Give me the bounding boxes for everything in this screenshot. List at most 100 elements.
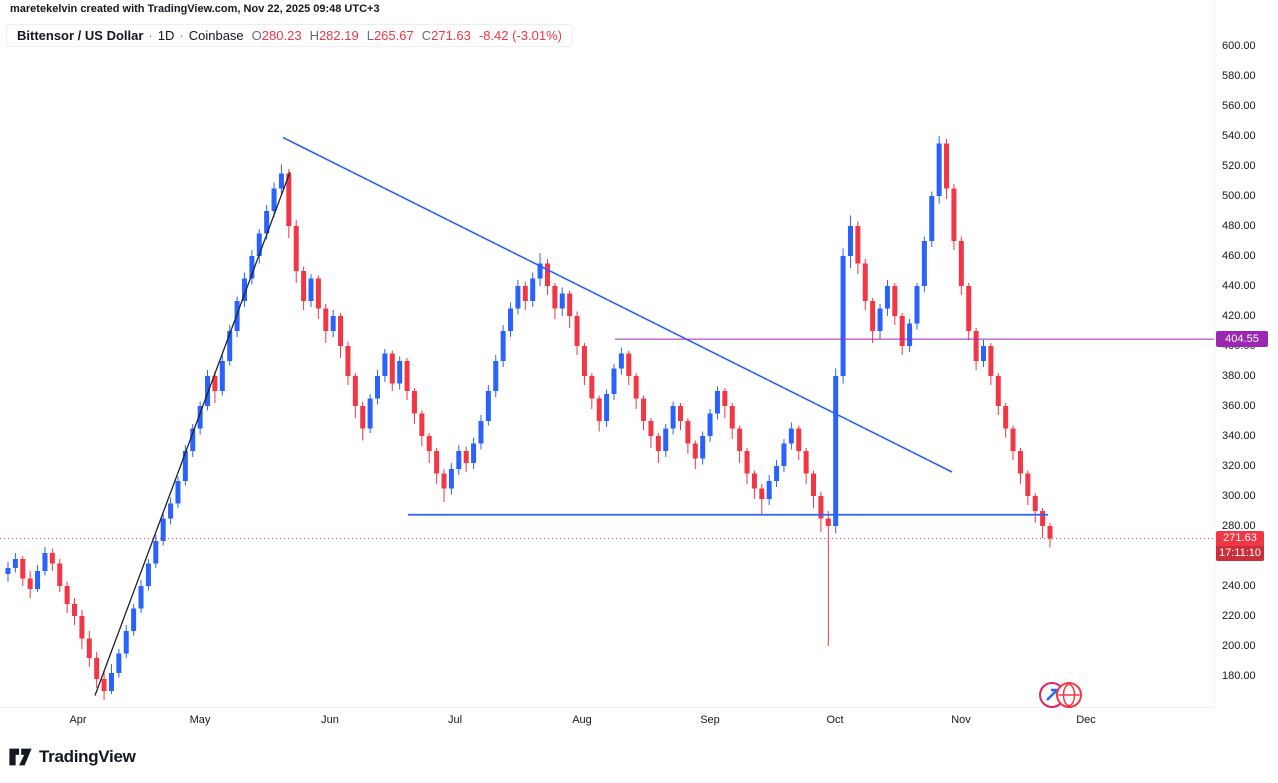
candle[interactable] <box>774 466 780 481</box>
candle[interactable] <box>227 331 233 361</box>
candle[interactable] <box>870 301 876 331</box>
candle[interactable] <box>781 443 787 467</box>
candle[interactable] <box>1003 406 1009 429</box>
candle[interactable] <box>375 376 381 399</box>
candle[interactable] <box>1032 496 1038 511</box>
candle[interactable] <box>72 604 78 616</box>
candle[interactable] <box>685 421 691 444</box>
candle[interactable] <box>64 586 70 604</box>
candle[interactable] <box>131 608 137 632</box>
tradingview-footer[interactable]: TradingView <box>8 746 136 768</box>
candle[interactable] <box>145 563 151 587</box>
candle[interactable] <box>574 316 580 346</box>
candle[interactable] <box>596 398 602 422</box>
candle[interactable] <box>160 518 166 542</box>
candle[interactable] <box>559 293 565 309</box>
candle[interactable] <box>766 481 772 499</box>
candle[interactable] <box>648 421 654 436</box>
candle[interactable] <box>301 271 307 301</box>
descending-trendline[interactable] <box>282 136 953 473</box>
candle[interactable] <box>271 188 277 212</box>
candle[interactable] <box>825 518 831 527</box>
candle[interactable] <box>493 361 499 391</box>
candle[interactable] <box>345 346 351 376</box>
candle[interactable] <box>670 406 676 429</box>
candle[interactable] <box>456 451 462 469</box>
candle[interactable] <box>86 638 92 659</box>
candle[interactable] <box>49 553 55 564</box>
candle[interactable] <box>508 308 514 332</box>
candle[interactable] <box>995 376 1001 406</box>
candle[interactable] <box>471 443 477 464</box>
candle[interactable] <box>899 316 905 346</box>
candle[interactable] <box>973 331 979 361</box>
candle[interactable] <box>485 391 491 421</box>
candle[interactable] <box>256 233 262 257</box>
candle[interactable] <box>604 394 610 421</box>
candle[interactable] <box>589 376 595 399</box>
candle[interactable] <box>197 406 203 429</box>
candle[interactable] <box>434 451 440 474</box>
candle[interactable] <box>1017 451 1023 474</box>
candle[interactable] <box>515 286 521 309</box>
candle[interactable] <box>700 436 706 459</box>
time-axis[interactable]: Apr May Jun Jul Aug Sep Oct Nov Dec <box>0 707 1215 734</box>
candle[interactable] <box>108 673 114 691</box>
candle[interactable] <box>27 578 33 590</box>
candle[interactable] <box>123 631 129 654</box>
candle[interactable] <box>980 346 986 361</box>
candle[interactable] <box>892 286 898 316</box>
candle[interactable] <box>352 376 358 406</box>
candle[interactable] <box>626 353 632 377</box>
candle[interactable] <box>692 443 698 459</box>
candle[interactable] <box>153 541 159 564</box>
impulse-trendline[interactable] <box>94 171 291 696</box>
candle[interactable] <box>286 173 292 227</box>
candle[interactable] <box>264 211 270 234</box>
candle[interactable] <box>382 353 388 377</box>
candle[interactable] <box>182 451 188 481</box>
purple-price-badge[interactable]: 404.55 <box>1216 331 1268 348</box>
candle[interactable] <box>219 361 225 391</box>
candle[interactable] <box>389 353 395 384</box>
candle[interactable] <box>921 241 927 286</box>
candle[interactable] <box>234 301 240 331</box>
candle[interactable] <box>914 286 920 324</box>
candle[interactable] <box>796 428 802 452</box>
candle[interactable] <box>411 391 417 414</box>
candle[interactable] <box>788 428 794 444</box>
candle[interactable] <box>500 331 506 361</box>
candle[interactable] <box>663 428 669 452</box>
candle[interactable] <box>677 406 683 421</box>
candle[interactable] <box>101 679 107 691</box>
candle[interactable] <box>249 256 255 279</box>
candle[interactable] <box>811 473 817 497</box>
candle[interactable] <box>12 559 18 568</box>
candle[interactable] <box>463 451 469 463</box>
candle[interactable] <box>714 391 720 414</box>
candle[interactable] <box>5 568 11 574</box>
candle[interactable] <box>293 226 299 271</box>
candle[interactable] <box>94 658 100 679</box>
candle[interactable] <box>478 421 484 444</box>
candle[interactable] <box>818 496 824 519</box>
candle[interactable] <box>1047 526 1053 539</box>
candle[interactable] <box>641 398 647 422</box>
candle[interactable] <box>936 143 942 197</box>
candle[interactable] <box>655 436 661 451</box>
candle[interactable] <box>175 481 181 504</box>
candle[interactable] <box>884 286 890 309</box>
candle[interactable] <box>958 241 964 286</box>
candle[interactable] <box>330 316 336 331</box>
candle[interactable] <box>441 473 447 489</box>
candle[interactable] <box>833 376 839 526</box>
candle[interactable] <box>190 428 196 452</box>
candle[interactable] <box>323 308 329 332</box>
candle[interactable] <box>951 188 957 242</box>
candle[interactable] <box>803 451 809 474</box>
candle[interactable] <box>419 413 425 437</box>
candle[interactable] <box>212 376 218 391</box>
candle[interactable] <box>840 256 846 376</box>
candlestick-chart[interactable] <box>0 0 1278 707</box>
